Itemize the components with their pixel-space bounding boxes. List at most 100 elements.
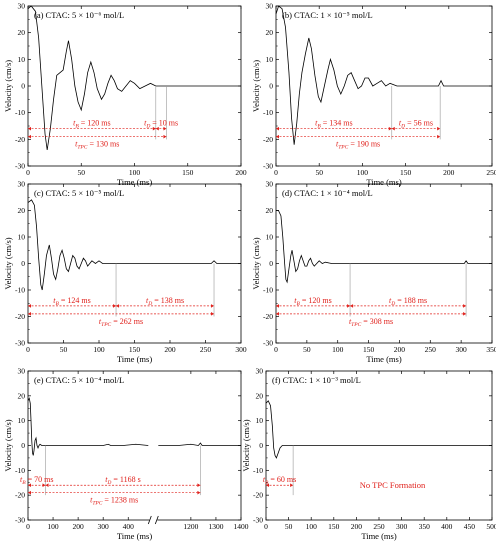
panel-label: (c) CTAC: 5 × 10⁻⁵ mol/L [34, 188, 124, 198]
y-axis-label: Velocity (cm/s) [3, 237, 13, 289]
velocity-series-line [27, 5, 241, 151]
x-tick-label: 200 [72, 522, 84, 531]
y-tick-label: 10 [18, 233, 26, 242]
annotation-label-D: tD = 138 ms [146, 296, 184, 307]
annotation-arrow-end [197, 490, 201, 495]
annotation-arrow-end [211, 312, 215, 316]
y-tick-label: 10 [256, 416, 264, 425]
annotation-label-D: tD = 1168 s [105, 475, 141, 486]
y-tick-label: -10 [253, 466, 263, 475]
x-tick-label: 100 [357, 168, 369, 177]
annotation-arrow-start [350, 304, 354, 308]
y-tick-label: 10 [18, 416, 26, 425]
y-tick-label: 0 [269, 259, 273, 268]
y-tick-label: -30 [15, 516, 25, 525]
annotation-arrow-start [276, 134, 279, 139]
annotation-label-B: tB = 120 ms [294, 296, 331, 307]
annotation-label-TPC: tTPC = 190 ms [336, 140, 380, 151]
y-tick-label: -10 [263, 108, 273, 117]
annotation-arrow-start [28, 490, 31, 495]
x-tick-label: 200 [235, 168, 247, 177]
x-tick-label: 150 [400, 168, 412, 177]
x-tick-label: 1400 [234, 522, 249, 531]
y-tick-label: 0 [21, 82, 25, 91]
x-tick-label: 250 [486, 168, 496, 177]
y-axis-label: Velocity (cm/s) [3, 419, 13, 471]
y-tick-label: 20 [18, 391, 26, 400]
x-tick-label: 0 [26, 345, 30, 354]
y-tick-label: -10 [263, 286, 273, 295]
x-tick-label: 300 [456, 345, 468, 354]
y-tick-label: 30 [256, 367, 264, 376]
annotation-arrow-start [28, 126, 31, 131]
x-tick-label: 200 [351, 522, 363, 531]
y-tick-label: -20 [15, 135, 25, 144]
annotation-arrow-end [163, 134, 167, 139]
y-tick-label: -30 [15, 162, 25, 171]
x-tick-label: 250 [373, 522, 385, 531]
x-tick-label: 50 [285, 522, 293, 531]
panel-label: (f) CTAC: 1 × 10⁻³ mol/L [272, 375, 361, 385]
annotation-arrow-end [211, 304, 215, 308]
y-tick-label: 30 [18, 180, 26, 189]
x-tick-label: 500 [486, 522, 496, 531]
y-tick-label: -10 [15, 108, 25, 117]
annotation-label-TPC: tTPC = 262 ms [99, 317, 143, 328]
x-tick-label: 250 [200, 345, 212, 354]
y-tick-label: 30 [18, 367, 26, 376]
annotation-arrow-start [45, 483, 49, 488]
annotation-arrow-end [463, 312, 467, 316]
y-axis-label: Velocity (cm/s) [3, 60, 13, 112]
annotation-label-B: tB = 70 ms [20, 475, 53, 486]
y-tick-label: -30 [15, 339, 25, 348]
annotation-label-TPC: tTPC = 308 ms [349, 317, 393, 328]
annotation-arrow-end [347, 304, 351, 308]
x-axis-label: Time (ms) [117, 531, 153, 541]
annotation-arrow-start [276, 304, 279, 308]
annotation-arrow-start [28, 304, 31, 308]
y-tick-label: 30 [18, 2, 26, 11]
annotation-label-TPC: tTPC = 1238 ms [90, 496, 138, 507]
x-tick-label: 0 [274, 168, 278, 177]
annotation-arrow-start [276, 312, 279, 316]
panel-label: (e) CTAC: 5 × 10⁻⁴ mol/L [34, 375, 124, 385]
x-tick-label: 250 [425, 345, 437, 354]
x-tick-label: 100 [129, 168, 141, 177]
x-tick-label: 100 [93, 345, 105, 354]
panel-label: (a) CTAC: 5 × 10⁻⁶ mol/L [34, 10, 124, 20]
annotation-arrow-start [116, 304, 120, 308]
annotation-arrow-end [163, 126, 167, 131]
y-tick-label: 30 [266, 2, 274, 11]
no-tpc-note: No TPC Formation [360, 480, 426, 490]
annotation-label-D: tD = 56 ms [399, 119, 433, 130]
x-tick-label: 50 [60, 345, 68, 354]
velocity-series-line [276, 210, 492, 284]
y-tick-label: 10 [266, 55, 274, 64]
x-tick-label: 0 [26, 168, 30, 177]
x-tick-label: 150 [363, 345, 375, 354]
annotation-arrow-start [28, 483, 31, 488]
annotation-arrow-start [276, 126, 279, 131]
x-tick-label: 1200 [183, 522, 198, 531]
x-tick-label: 50 [78, 168, 86, 177]
annotation-arrow-start [391, 126, 395, 131]
x-tick-label: 50 [303, 345, 311, 354]
x-tick-label: 1300 [208, 522, 223, 531]
y-tick-label: 20 [266, 206, 274, 215]
x-tick-label: 300 [396, 522, 408, 531]
x-axis-label: Time (ms) [366, 177, 402, 187]
axis-break-slash-0 [147, 515, 152, 525]
annotation-label-B: tB = 120 ms [73, 119, 110, 130]
y-tick-label: -10 [15, 286, 25, 295]
velocity-series-line [27, 397, 241, 456]
annotation-label-D: tD = 10 ms [144, 119, 178, 130]
annotation-label-TPC: tTPC = 130 ms [75, 140, 119, 151]
annotation-label-B: tB = 124 ms [53, 296, 90, 307]
annotation-arrow-end [290, 483, 294, 488]
